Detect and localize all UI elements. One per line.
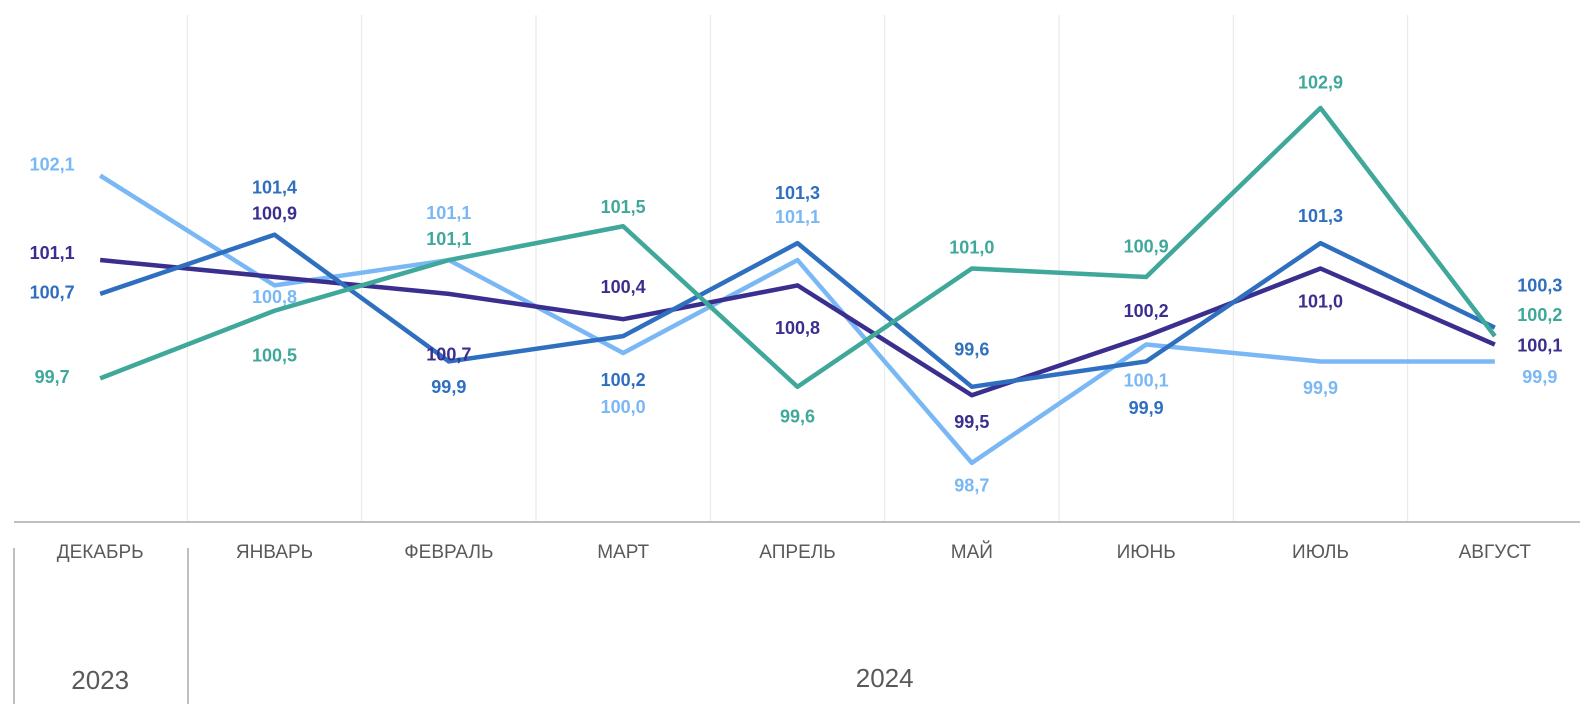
data-label: 98,7	[954, 476, 989, 496]
data-label: 101,4	[252, 177, 297, 197]
data-label: 99,9	[1129, 398, 1164, 418]
data-label: 99,6	[954, 340, 989, 360]
year-label: 2023	[71, 665, 129, 695]
data-label: 100,8	[252, 287, 297, 307]
data-label: 100,4	[601, 277, 646, 297]
data-label: 101,3	[775, 183, 820, 203]
data-label: 100,7	[426, 345, 471, 365]
data-label: 100,2	[1124, 301, 1169, 321]
x-tick-label: ФЕВРАЛЬ	[404, 542, 493, 563]
data-label: 100,9	[252, 204, 297, 224]
series-line	[99, 105, 1497, 390]
data-label: 101,1	[426, 203, 471, 223]
x-tick-label: МАРТ	[597, 542, 649, 563]
data-label: 101,0	[949, 237, 994, 257]
x-tick-label: ДЕКАБРЬ	[57, 542, 144, 563]
data-label: 101,1	[426, 229, 471, 249]
data-label: 100,7	[30, 283, 75, 303]
x-tick-label: ЯНВАРЬ	[236, 542, 313, 563]
data-label: 102,1	[30, 154, 75, 174]
data-label: 100,3	[1517, 275, 1562, 295]
data-label: 101,1	[775, 207, 820, 227]
data-label: 99,6	[780, 407, 815, 427]
data-label: 99,9	[1522, 367, 1557, 387]
data-label: 100,2	[601, 370, 646, 390]
data-label: 99,9	[431, 377, 466, 397]
series-line	[99, 257, 1496, 398]
data-label: 101,3	[1298, 206, 1343, 226]
data-label: 99,9	[1303, 378, 1338, 398]
data-label: 100,2	[1517, 305, 1562, 325]
data-label: 101,5	[601, 197, 646, 217]
data-label: 100,9	[1124, 237, 1169, 257]
data-label: 99,7	[35, 367, 70, 387]
x-tick-label: АПРЕЛЬ	[759, 542, 835, 563]
x-tick-label: МАЙ	[951, 541, 993, 563]
x-tick-label: ИЮНЬ	[1117, 542, 1176, 563]
x-tick-label: АВГУСТ	[1459, 542, 1532, 563]
year-label: 2024	[856, 663, 914, 693]
data-label: 99,5	[954, 412, 989, 432]
data-label: 100,8	[775, 318, 820, 338]
series-line	[99, 232, 1496, 390]
data-label: 102,9	[1298, 73, 1343, 93]
data-label: 100,0	[601, 397, 646, 417]
data-label: 101,1	[30, 243, 75, 263]
data-label: 101,0	[1298, 291, 1343, 311]
data-label: 100,1	[1124, 370, 1169, 390]
x-tick-label: ИЮЛЬ	[1292, 542, 1349, 563]
data-label: 100,5	[252, 346, 297, 366]
data-label: 100,1	[1517, 335, 1562, 355]
